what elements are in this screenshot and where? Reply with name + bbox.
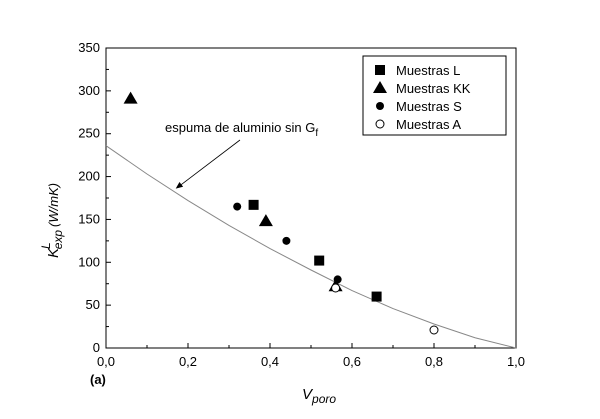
y-tick-label: 350 [78,40,100,55]
y-tick-label: 250 [78,126,100,141]
annotation-text: espuma de aluminio sin Gf [165,120,318,139]
data-point-circle-filled [333,275,342,284]
legend-label: Muestras L [396,63,460,78]
legend-marker-triangle [373,81,387,93]
data-point-square [371,291,382,302]
y-axis-title: KLexp(W/mK) [39,183,65,258]
annotation-arrow-line [178,139,241,187]
data-point-square [314,255,325,266]
legend-box [362,55,507,136]
x-tick-label: 0,2 [179,354,197,369]
x-axis-title: Vporo [302,386,336,406]
panel-label: (a) [90,372,106,387]
legend: Muestras L Muestras KK Muestras S Muestras … [362,55,507,136]
data-point-circle-open [429,325,439,335]
y-tick-label: 0 [93,340,100,355]
x-tick-label: 0,8 [425,354,443,369]
model-curve [105,145,517,349]
data-markers [123,91,439,335]
legend-label: Muestras A [396,117,461,132]
x-tick-label: 0,6 [343,354,361,369]
y-tick-label: 200 [78,169,100,184]
data-point-circle-filled [282,236,291,245]
y-tick-label: 150 [78,211,100,226]
legend-marker-square [375,65,385,75]
data-point-circle-filled [233,202,242,211]
annotation-arrow-head [175,181,184,189]
x-tick-label: 0,0 [97,354,115,369]
x-tick-labels: 0,0 0,2 0,4 0,6 0,8 1,0 [97,354,525,369]
curve-annotation: espuma de aluminio sin Gf [165,120,318,189]
data-point-circle-open [331,283,341,293]
y-tick-label: 100 [78,254,100,269]
legend-label: Muestras KK [396,81,471,96]
x-tick-label: 1,0 [507,354,525,369]
legend-marker-circle-filled [376,102,384,110]
data-point-triangle [123,91,138,104]
y-tick-labels: 0 50 100 150 200 250 300 350 [78,40,100,355]
data-point-square [248,199,259,210]
y-tick-label: 50 [86,297,100,312]
y-tick-label: 300 [78,83,100,98]
x-tick-label: 0,4 [261,354,279,369]
data-point-triangle [258,214,273,227]
legend-marker-circle-open [375,119,385,129]
legend-label: Muestras S [396,99,462,114]
axis-ticks [105,47,517,349]
